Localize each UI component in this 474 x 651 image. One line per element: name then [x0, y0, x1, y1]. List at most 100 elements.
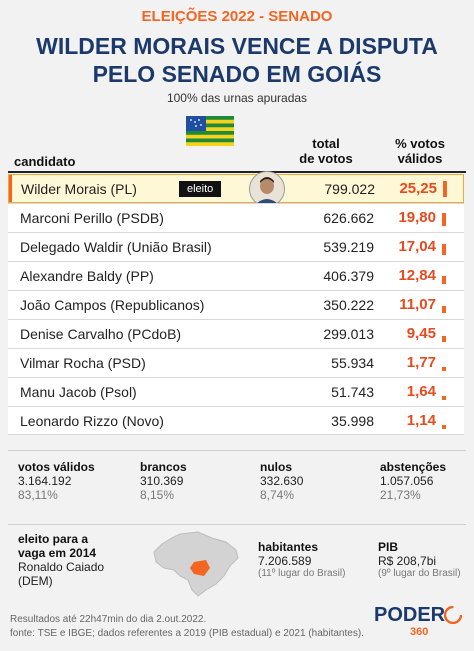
vote-count: 35.998: [331, 413, 374, 429]
col-header-votes-l1: total: [312, 136, 340, 151]
elected-2014-name: Ronaldo Caiado: [18, 560, 105, 574]
logo-mark-icon: [444, 606, 462, 624]
stat-label: abstenções: [380, 460, 447, 474]
col-header-pct: % votos válidos: [380, 136, 460, 166]
divider: [8, 450, 466, 451]
vote-pct: 25,25: [399, 180, 437, 197]
pct-bar: [442, 213, 446, 226]
vote-pct: 1,14: [406, 412, 436, 429]
avatar: [249, 171, 285, 207]
pct-bar: [442, 367, 446, 371]
stat-value: 1.057.056: [380, 474, 434, 488]
stat-value: 332.630: [260, 474, 304, 488]
stat-blank-votes: brancos 310.369 8,15%: [140, 460, 187, 502]
vote-pct: 11,07: [399, 296, 436, 313]
table-row: Alexandre Baldy (PP) 406.379 12,84: [8, 261, 464, 290]
candidate-name: Leonardo Rizzo (Novo): [20, 413, 164, 429]
footer-note-2: fonte: TSE e IBGE; dados referentes a 20…: [10, 628, 364, 639]
candidate-name: Manu Jacob (Psol): [20, 384, 137, 400]
vote-count: 539.219: [323, 239, 374, 255]
vote-pct: 19,80: [398, 209, 436, 226]
pct-bar: [442, 244, 446, 255]
headline-line-2: PELO SENADO EM GOIÁS: [92, 61, 382, 87]
elected-2014-label-1: eleito para a: [18, 532, 89, 546]
table-row: Vilmar Rocha (PSD) 55.934 1,77: [8, 348, 464, 377]
stat-pct: 8,15%: [140, 488, 175, 502]
elected-2014-label-2: vaga em 2014: [18, 546, 97, 560]
candidate-name: Denise Carvalho (PCdoB): [20, 326, 182, 342]
col-header-votes-l2: de votos: [299, 151, 353, 166]
col-header-pct-l1: % votos: [395, 136, 445, 151]
col-header-votes: total de votos: [290, 136, 362, 166]
vote-pct: 12,84: [398, 267, 436, 284]
stat-label: votos válidos: [18, 460, 95, 474]
pct-bar: [442, 336, 446, 342]
population-value: 7.206.589: [258, 554, 312, 568]
stat-label: brancos: [140, 460, 187, 474]
vote-count: 55.934: [331, 355, 374, 371]
stat-valid-votes: votos válidos 3.164.192 83,11%: [18, 460, 95, 502]
candidate-name: Marconi Perillo (PSDB): [20, 210, 164, 226]
table-row: Wilder Morais (PL) eleito 799.022 25,25: [8, 171, 464, 207]
vote-pct: 1,77: [406, 354, 436, 371]
kicker: ELEIÇÕES 2022 - SENADO: [141, 8, 333, 25]
vote-count: 51.743: [331, 384, 374, 400]
col-header-candidate: candidato: [14, 154, 76, 169]
goias-flag-icon: [186, 116, 234, 146]
logo-word: PODER: [374, 604, 446, 626]
headline: WILDER MORAIS VENCE A DISPUTA PELO SENAD…: [0, 32, 474, 88]
vote-pct: 9,45: [406, 325, 436, 342]
pct-bar: [442, 425, 446, 429]
stat-pct: 83,11%: [18, 488, 58, 502]
vote-count: 799.022: [324, 181, 375, 197]
stat-value: 310.369: [140, 474, 184, 488]
headline-line-1: WILDER MORAIS VENCE A DISPUTA: [36, 33, 438, 59]
stat-label: nulos: [260, 460, 292, 474]
gdp-value: R$ 208,7bi: [378, 554, 437, 568]
pct-bar: [443, 181, 447, 197]
table-row: Leonardo Rizzo (Novo) 35.998 1,14: [8, 406, 464, 435]
gdp-block: PIB R$ 208,7bi (9º lugar do Brasil): [378, 540, 461, 579]
vote-count: 299.013: [323, 326, 374, 342]
pct-bar: [442, 396, 446, 400]
pct-bar: [442, 306, 446, 313]
logo-number: 360: [410, 626, 429, 638]
candidate-photo-icon: [250, 172, 284, 206]
table-row: Delegado Waldir (União Brasil) 539.219 1…: [8, 232, 464, 261]
elected-badge: eleito: [179, 181, 222, 197]
vote-pct: 17,04: [398, 238, 436, 255]
vote-count: 406.379: [323, 268, 374, 284]
candidate-name: Vilmar Rocha (PSD): [20, 355, 146, 371]
candidate-name: João Campos (Republicanos): [20, 297, 205, 313]
poder360-logo: PODER 360: [374, 604, 468, 644]
subtitle: 100% das urnas apuradas: [166, 91, 308, 105]
stat-value: 3.164.192: [18, 474, 72, 488]
stat-abstentions: abstenções 1.057.056 21,73%: [380, 460, 446, 502]
table-row: Marconi Perillo (PSDB) 626.662 19,80: [8, 203, 464, 232]
stat-null-votes: nulos 332.630 8,74%: [260, 460, 303, 502]
vote-count: 350.222: [323, 297, 374, 313]
pct-bar: [442, 276, 446, 284]
vote-pct: 1,64: [406, 383, 436, 400]
population-block: habitantes 7.206.589 (11º lugar do Brasi…: [258, 540, 345, 579]
divider: [8, 524, 466, 525]
footer-note-1: Resultados até 22h47min do dia 2.out.202…: [10, 614, 207, 625]
vote-count: 626.662: [323, 210, 374, 226]
table-row: Denise Carvalho (PCdoB) 299.013 9,45: [8, 319, 464, 348]
population-label: habitantes: [258, 540, 319, 554]
candidate-name: Alexandre Baldy (PP): [20, 268, 154, 284]
candidate-name: Delegado Waldir (União Brasil): [20, 239, 212, 255]
table-row: Manu Jacob (Psol) 51.743 1,64: [8, 377, 464, 406]
header-rule: [8, 171, 466, 173]
stat-pct: 21,73%: [380, 488, 421, 502]
brazil-map-icon: [153, 531, 239, 597]
elected-2014-party: (DEM): [18, 574, 53, 588]
population-rank: (11º lugar do Brasil): [258, 568, 346, 579]
winner-marker: [9, 175, 12, 202]
elected-2014-block: eleito para a vaga em 2014 Ronaldo Caiad…: [18, 532, 138, 588]
col-header-pct-l2: válidos: [397, 151, 443, 166]
candidate-name: Wilder Morais (PL): [21, 181, 137, 197]
table-row: João Campos (Republicanos) 350.222 11,07: [8, 290, 464, 319]
gdp-rank: (9º lugar do Brasil): [378, 568, 461, 579]
stat-pct: 8,74%: [260, 488, 295, 502]
